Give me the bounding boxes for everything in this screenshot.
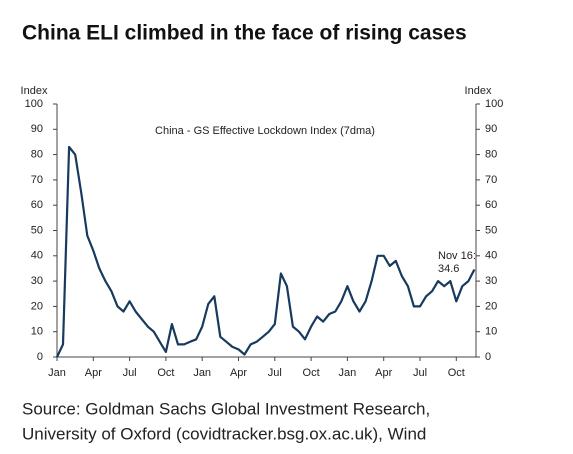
source-line: University of Oxford (covidtracker.bsg.o… — [22, 424, 426, 443]
x-tick-label: Jan — [193, 367, 211, 379]
y2-tick-label: 70 — [485, 174, 497, 186]
x-tick-label: Jul — [268, 367, 282, 379]
y2-tick-label: 80 — [485, 149, 497, 161]
y2-tick-label: 10 — [485, 326, 497, 338]
y2-tick-label: 60 — [485, 199, 497, 211]
annotation: Nov 16: — [438, 250, 476, 262]
x-tick-label: Jul — [413, 367, 427, 379]
y-tick-label: 0 — [37, 351, 43, 363]
y2-tick-label: 90 — [485, 123, 497, 135]
y-tick-label: 20 — [31, 300, 43, 312]
y2-tick-label: 0 — [485, 351, 491, 363]
chart-subtitle: China - GS Effective Lockdown Index (7dm… — [155, 125, 375, 137]
y-tick-label: 60 — [31, 199, 43, 211]
y-tick-label: 40 — [31, 250, 43, 262]
y2-tick-label: 30 — [485, 275, 497, 287]
x-tick-label: Oct — [157, 367, 174, 379]
x-tick-label: Oct — [303, 367, 320, 379]
x-tick-label: Apr — [375, 367, 392, 379]
y-tick-label: 70 — [31, 174, 43, 186]
chart-title: China ELI climbed in the face of rising … — [22, 22, 467, 45]
line — [56, 145, 476, 358]
x-tick-label: Jan — [339, 367, 357, 379]
y2-tick-label: 100 — [485, 98, 503, 110]
x-tick-label: Jan — [48, 367, 66, 379]
y2-tick-label: 50 — [485, 224, 497, 236]
y-tick-label: 30 — [31, 275, 43, 287]
y-axis-label: Index — [21, 85, 48, 97]
x-tick-label: Jul — [123, 367, 137, 379]
y-tick-label: 100 — [25, 98, 43, 110]
y-tick-label: 10 — [31, 326, 43, 338]
x-tick-label: Apr — [85, 367, 102, 379]
y-tick-label: 80 — [31, 149, 43, 161]
x-tick-label: Apr — [230, 367, 247, 379]
value-label: 34.6 — [438, 263, 459, 275]
y-tick-label: 50 — [31, 224, 43, 236]
source-line: Source: Goldman Sachs Global Investment … — [22, 399, 430, 418]
x-tick-label: Oct — [448, 367, 465, 379]
y2-tick-label: 40 — [485, 250, 497, 262]
y2-tick-label: 20 — [485, 300, 497, 312]
y2-axis-label: Index — [465, 85, 492, 97]
y-tick-label: 90 — [31, 123, 43, 135]
